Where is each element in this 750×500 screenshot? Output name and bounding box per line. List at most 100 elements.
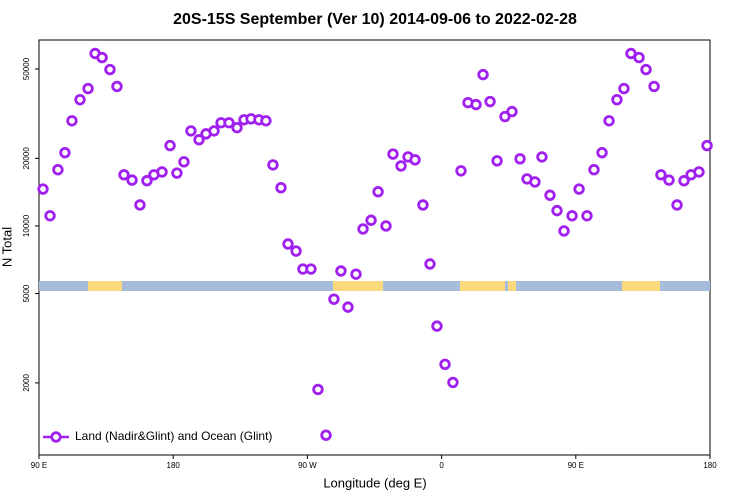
point bbox=[678, 175, 690, 187]
land-band bbox=[508, 281, 516, 291]
point bbox=[118, 169, 130, 181]
point bbox=[208, 125, 220, 137]
point bbox=[484, 95, 496, 108]
point bbox=[275, 182, 287, 194]
point bbox=[305, 263, 317, 275]
point bbox=[588, 164, 600, 176]
point bbox=[380, 220, 392, 232]
surface-band bbox=[39, 281, 710, 291]
point bbox=[66, 115, 78, 127]
legend-marker bbox=[50, 431, 62, 443]
point bbox=[573, 183, 585, 195]
point bbox=[312, 383, 324, 396]
point bbox=[633, 51, 645, 64]
y-tick-label: 5000 bbox=[22, 284, 31, 302]
point bbox=[693, 166, 705, 178]
point bbox=[395, 160, 407, 172]
point bbox=[223, 117, 235, 129]
chart-title: 20S-15S September (Ver 10) 2014-09-06 to… bbox=[173, 11, 577, 28]
point bbox=[447, 376, 459, 389]
point bbox=[328, 293, 340, 305]
point bbox=[372, 186, 384, 198]
legend-label: Land (Nadir&Glint) and Ocean (Glint) bbox=[75, 429, 272, 443]
point bbox=[52, 164, 64, 176]
x-tick-label: 90 E bbox=[31, 461, 47, 470]
point bbox=[640, 63, 652, 76]
x-axis-label: Longitude (deg E) bbox=[323, 475, 426, 490]
point bbox=[171, 167, 183, 179]
y-tick-label: 50000 bbox=[22, 57, 31, 80]
point bbox=[596, 146, 608, 159]
point bbox=[424, 258, 436, 270]
y-tick-label: 2000 bbox=[22, 373, 31, 391]
y-axis-label: N Total bbox=[0, 227, 14, 267]
point bbox=[581, 210, 593, 222]
point bbox=[111, 80, 123, 93]
x-tick-label: 0 bbox=[439, 461, 444, 470]
point bbox=[551, 204, 563, 217]
point bbox=[134, 199, 146, 211]
x-tick-label: 180 bbox=[167, 461, 181, 470]
point bbox=[603, 115, 615, 127]
point bbox=[96, 51, 108, 64]
plot-frame bbox=[38, 39, 711, 456]
point bbox=[267, 159, 279, 171]
x-tick-label: 90 E bbox=[568, 461, 584, 470]
land-band bbox=[460, 281, 505, 291]
point bbox=[470, 98, 482, 111]
point bbox=[59, 146, 71, 159]
point bbox=[663, 174, 675, 186]
land-band bbox=[88, 281, 122, 291]
x-tick-label: 90 W bbox=[298, 461, 317, 470]
point bbox=[506, 105, 518, 118]
point bbox=[455, 165, 467, 177]
point bbox=[74, 93, 86, 106]
point bbox=[701, 139, 713, 152]
point bbox=[82, 82, 94, 95]
point bbox=[477, 68, 489, 81]
point bbox=[611, 93, 623, 106]
point bbox=[231, 121, 243, 134]
point bbox=[655, 169, 667, 181]
point bbox=[104, 63, 116, 76]
point bbox=[439, 358, 451, 371]
point bbox=[544, 189, 556, 201]
land-band bbox=[333, 281, 383, 291]
point bbox=[387, 148, 399, 160]
point bbox=[357, 223, 369, 235]
point bbox=[44, 210, 56, 222]
point bbox=[566, 210, 578, 222]
point bbox=[320, 429, 332, 441]
point bbox=[431, 320, 443, 332]
land-band bbox=[622, 281, 660, 291]
point bbox=[514, 153, 526, 165]
y-tick-label: 10000 bbox=[22, 214, 31, 237]
point bbox=[178, 156, 190, 168]
point bbox=[648, 80, 660, 93]
point bbox=[290, 245, 302, 257]
point bbox=[350, 268, 362, 280]
point bbox=[164, 139, 176, 152]
point bbox=[618, 82, 630, 95]
point bbox=[491, 155, 503, 167]
point bbox=[37, 183, 49, 195]
point bbox=[409, 154, 421, 166]
y-tick-label: 20000 bbox=[22, 147, 31, 170]
point bbox=[536, 151, 548, 163]
point bbox=[558, 225, 570, 237]
x-tick-label: 180 bbox=[703, 461, 717, 470]
point bbox=[193, 134, 205, 146]
point bbox=[671, 199, 683, 211]
point bbox=[260, 115, 272, 127]
point bbox=[529, 176, 541, 188]
point bbox=[417, 199, 429, 211]
point bbox=[156, 166, 168, 178]
point bbox=[342, 301, 354, 313]
point bbox=[335, 265, 347, 277]
point bbox=[365, 214, 377, 226]
point bbox=[282, 238, 294, 250]
point bbox=[141, 175, 153, 187]
point bbox=[126, 174, 138, 186]
point bbox=[185, 125, 197, 137]
